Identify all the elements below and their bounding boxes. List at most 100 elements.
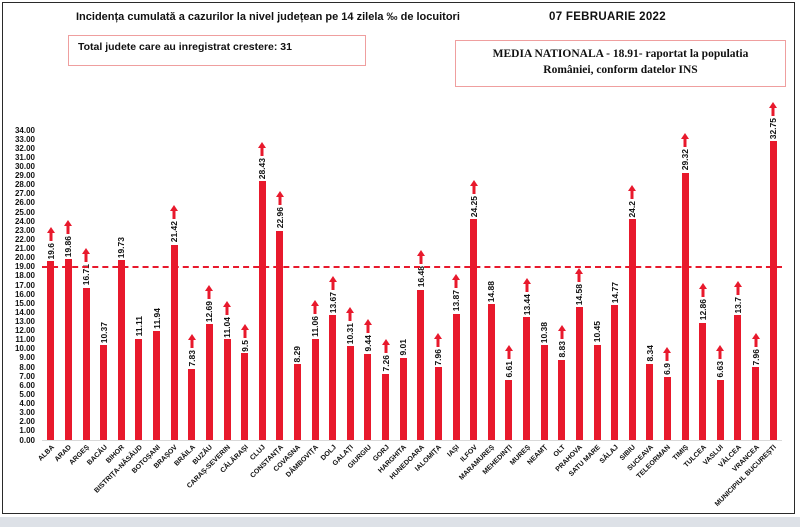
national-average-box: MEDIA NATIONALA - 18.91- raportat la pop… (455, 40, 786, 87)
bar-boto-ani (153, 331, 161, 440)
increase-arrow-icon (469, 180, 478, 194)
bar-annotation: 12.86 (695, 283, 711, 320)
bar-olt (558, 359, 566, 440)
bar-value-label: 29.32 (680, 149, 691, 171)
y-tick-label: 4.00 (19, 399, 35, 409)
increase-arrow-icon (452, 274, 461, 288)
bar-value-label: 13.7 (732, 296, 743, 314)
bar-annotation: 11.04 (219, 301, 235, 338)
bottom-strip (0, 517, 800, 527)
increase-arrow-icon (328, 276, 337, 290)
bar-value-label: 9.01 (398, 339, 409, 356)
y-tick-label: 31.00 (14, 152, 35, 162)
y-tick-label: 23.00 (14, 225, 35, 235)
bar-annotation: 19.6 (43, 227, 59, 260)
bar-annotation: 11.11 (131, 316, 147, 336)
bar-chart-plot-area: 19.6 ALBA 19.86 ARAD 16.71 ARGEȘ 10.37 BACĂU 19.… (37, 118, 782, 508)
bar-value-label: 10.31 (345, 322, 356, 344)
increase-arrow-icon (346, 307, 355, 321)
bar-maramure- (487, 304, 495, 440)
bar-annotation: 6.63 (712, 345, 728, 378)
y-tick-label: 0.00 (19, 435, 35, 445)
increase-arrow-icon (434, 333, 443, 347)
y-tick-label: 7.00 (19, 371, 35, 381)
increase-arrow-icon (275, 191, 284, 205)
bar-value-label: 7.83 (186, 350, 197, 367)
y-tick-label: 5.00 (19, 389, 35, 399)
increase-total-box: Total judete care au inregistrat crester… (68, 35, 366, 66)
report-date: 07 FEBRUARIE 2022 (549, 11, 666, 23)
increase-arrow-icon (311, 300, 320, 314)
bar-annotation: 10.45 (589, 321, 605, 342)
bar-value-label: 32.75 (768, 118, 779, 140)
increase-arrow-icon (769, 102, 778, 116)
y-tick-label: 12.00 (14, 326, 35, 336)
bar-annotation: 9.01 (395, 339, 411, 356)
bar-value-label: 24.2 (627, 200, 638, 218)
y-tick-label: 18.00 (14, 271, 35, 281)
bar-alba (47, 261, 55, 440)
bar-annotation: 9.44 (360, 319, 376, 352)
y-tick-label: 20.00 (14, 253, 35, 263)
increase-arrow-icon (258, 142, 267, 156)
bar-giurgiu (364, 353, 372, 440)
bar-value-label: 6.9 (662, 363, 673, 376)
bar-annotation: 19.86 (60, 220, 76, 257)
bar-annotation: 6.61 (501, 345, 517, 378)
increase-arrow-icon (751, 333, 760, 347)
y-tick-label: 13.00 (14, 316, 35, 326)
bar-annotation: 14.77 (607, 282, 623, 303)
bar-municipiul-bucure-ti (769, 141, 777, 440)
bar-value-label: 22.96 (274, 207, 285, 229)
y-tick-label: 26.00 (14, 198, 35, 208)
y-tick-label: 11.00 (15, 335, 35, 345)
bar-buz-u (205, 324, 213, 440)
increase-arrow-icon (733, 281, 742, 295)
increase-arrow-icon (416, 250, 425, 264)
increase-arrow-icon (205, 285, 214, 299)
bar-annotation: 21.42 (166, 205, 182, 242)
bar-annotation: 7.83 (184, 334, 200, 367)
y-tick-label: 8.00 (19, 362, 35, 372)
y-tick-label: 27.00 (14, 189, 35, 199)
bar-annotation: 8.34 (642, 345, 658, 362)
bar-annotation: 10.31 (342, 307, 358, 344)
bar-annotation: 7.26 (378, 339, 394, 372)
y-tick-label: 33.00 (14, 134, 35, 144)
bar-annotation: 11.06 (307, 300, 323, 337)
bar-value-label: 12.86 (697, 299, 708, 321)
y-tick-label: 6.00 (19, 380, 35, 390)
bar-value-label: 9.5 (239, 339, 250, 352)
bar-value-label: 14.77 (609, 282, 620, 304)
bar-annotation: 13.87 (448, 274, 464, 311)
bar-value-label: 11.06 (310, 316, 321, 338)
bar-value-label: 11.11 (133, 316, 144, 337)
bar-annotation: 28.43 (254, 142, 270, 179)
bar-annotation: 9.5 (237, 324, 253, 352)
bar-annotation: 7.96 (748, 333, 764, 366)
bar-teleorman (663, 377, 671, 440)
bar-timi- (681, 172, 689, 440)
y-tick-label: 1.00 (19, 426, 35, 436)
bar-annotation: 13.44 (519, 278, 535, 315)
bar-mure- (523, 317, 531, 440)
y-tick-label: 15.00 (14, 298, 35, 308)
bar-value-label: 6.63 (715, 361, 726, 378)
bar-br-ila (188, 368, 196, 440)
bar-value-label: 10.38 (539, 322, 550, 344)
bar-annotation: 6.9 (659, 347, 675, 375)
bar-neam- (540, 345, 548, 440)
increase-total-label: Total judete care au inregistrat crester… (78, 41, 292, 53)
bar-annotation: 24.25 (466, 180, 482, 217)
bar-annotation: 13.7 (730, 281, 746, 314)
increase-arrow-icon (170, 205, 179, 219)
bar-value-label: 19.86 (63, 235, 74, 257)
bar-annotation: 29.32 (677, 133, 693, 170)
increase-arrow-icon (575, 268, 584, 282)
bar-annotation: 8.29 (289, 346, 305, 363)
bar-value-label: 8.83 (556, 340, 567, 358)
bar-value-label: 7.96 (433, 348, 444, 366)
bar-gala-i (346, 346, 354, 440)
bar-hunedoara (417, 289, 425, 440)
increase-arrow-icon (698, 283, 707, 297)
